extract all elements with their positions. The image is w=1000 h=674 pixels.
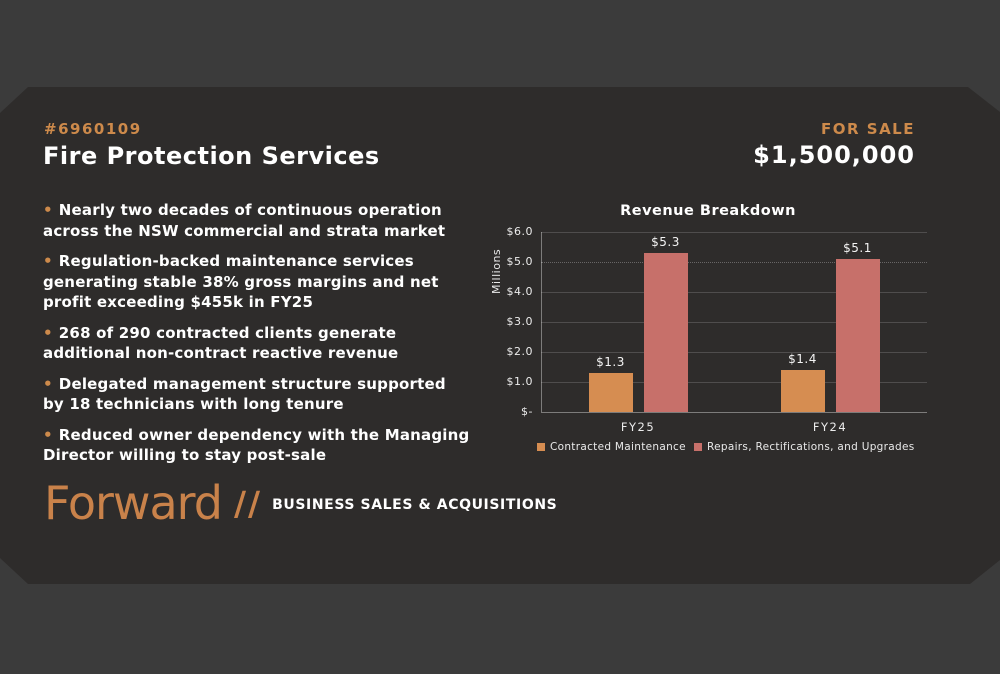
bar [588,373,633,412]
legend-swatch [694,443,702,451]
highlights-list: • Nearly two decades of continuous operat… [43,200,473,476]
gridline [541,292,927,293]
bullet-icon: • [43,374,53,393]
background-panel [0,87,1000,584]
list-item: • Regulation-backed maintenance services g… [43,252,439,311]
list-item: • 268 of 290 contracted clients generate a… [43,323,399,363]
legend-item: Repairs, Rectifications, and Upgrades [694,441,915,453]
bullet-icon: • [43,323,53,342]
gridline [541,262,927,263]
brand-tagline: BUSINESS SALES & ACQUISITIONS [272,497,558,513]
list-item: • Reduced owner dependency with the Manag… [43,425,470,465]
list-item: • Nearly two decades of continuous operat… [43,201,446,240]
y-tick-label: $- [521,405,533,418]
x-category-label: FY25 [620,420,656,434]
bar-value-label: $5.3 [651,235,680,249]
for-sale-label: FOR SALE [821,120,915,138]
bar-value-label: $1.3 [596,355,625,369]
brand-logo: Forward // BUSINESS SALES & ACQUISITIONS [44,480,557,526]
gridline [541,232,927,233]
gridline [541,382,927,383]
x-category-label: FY24 [812,420,848,434]
legend-label: Contracted Maintenance [550,441,686,453]
bar [643,253,688,412]
gridline [541,322,927,323]
list-item: • Delegated management structure supporte… [43,374,446,414]
legend-swatch [537,443,545,451]
brand-wordmark: Forward [44,476,223,530]
y-tick-label: $1.0 [506,375,533,388]
listing-number: #6960109 [44,120,142,138]
x-axis-line [541,412,927,413]
y-tick-label: $6.0 [506,225,533,238]
y-tick-label: $2.0 [506,345,533,358]
legend-item: Contracted Maintenance [537,441,686,453]
double-slash-icon: // [234,483,263,523]
bullet-icon: • [43,425,53,444]
bar [780,370,825,412]
gridline [541,352,927,353]
y-tick-label: $5.0 [506,255,533,268]
revenue-breakdown-chart: Revenue Breakdown Millions $6.0 $5.0 $4.0 $… [488,198,940,460]
y-tick-label: $4.0 [506,285,533,298]
page-title: Fire Protection Services [43,142,380,170]
bar-value-label: $5.1 [843,241,872,255]
sale-price: $1,500,000 [753,141,915,169]
sale-block: FOR SALE $1,500,000 [753,120,915,169]
bar-value-label: $1.4 [788,352,817,366]
y-tick-label: $3.0 [506,315,533,328]
bullet-icon: • [43,252,53,270]
chart-title: Revenue Breakdown [620,203,796,219]
bullet-icon: • [43,201,53,219]
legend-label: Repairs, Rectifications, and Upgrades [707,441,915,453]
bar [835,259,880,412]
y-axis-line [541,232,542,412]
